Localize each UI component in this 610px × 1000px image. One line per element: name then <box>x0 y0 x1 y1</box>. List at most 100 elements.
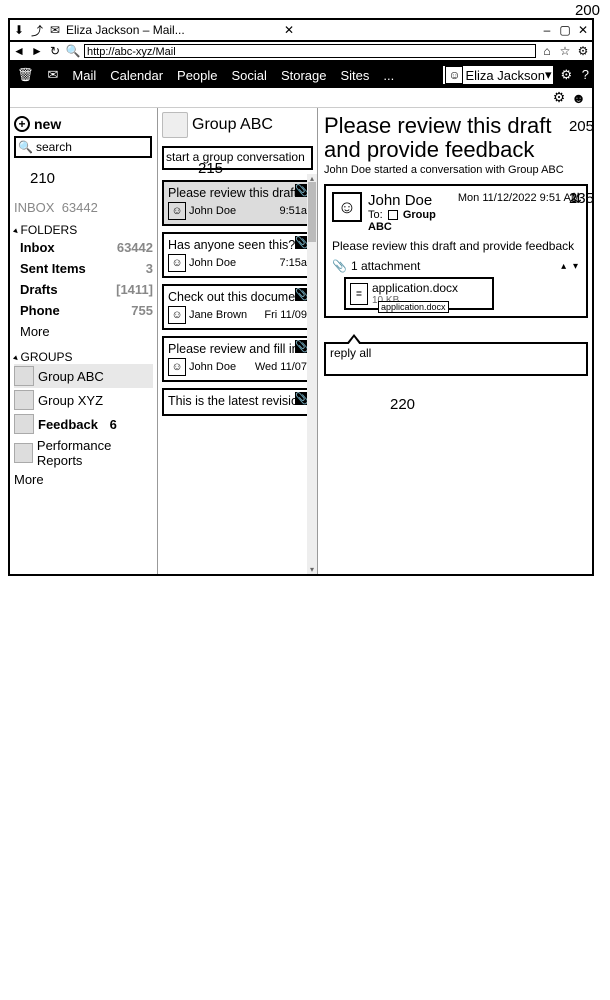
paperclip-icon: 📎 <box>332 259 347 273</box>
window-max-icon[interactable]: ▢ <box>556 23 574 37</box>
reading-pane: Please review this draft and provide fee… <box>318 108 592 574</box>
nav-storage[interactable]: Storage <box>274 68 334 83</box>
folder-sent-items[interactable]: Sent Items3 <box>14 258 153 279</box>
group-performance-reports[interactable]: Performance Reports <box>14 436 153 470</box>
message-title: Please review this draft and provide fee… <box>324 114 588 162</box>
avatar-icon: ☺ <box>168 254 186 272</box>
favorite-icon[interactable]: ☆ <box>556 44 574 58</box>
group-header: Group ABC <box>158 108 317 142</box>
attachment-nav-icon[interactable]: ▴ ▾ <box>561 261 580 272</box>
callout-205: 205 <box>569 118 594 135</box>
message-subject: Please review this draft and provide fee… <box>332 239 580 253</box>
callout-210: 210 <box>30 170 55 187</box>
thread-item[interactable]: 📎Has anyone seen this?☺John Doe7:15a <box>162 232 313 278</box>
group-group-abc[interactable]: Group ABC <box>14 364 153 388</box>
avatar-icon: ☺ <box>168 306 186 324</box>
group-thumb-icon <box>14 414 34 434</box>
nav-calendar[interactable]: Calendar <box>103 68 170 83</box>
user-menu-icon[interactable]: ▾ <box>545 67 552 83</box>
conversation-list: Group ABC start a group conversation 📎Pl… <box>158 108 318 574</box>
start-conversation-input[interactable]: start a group conversation <box>162 146 313 170</box>
browser-addressbar: ◄ ► ↻ 🔍 http://abc-xyz/Mail ⌂ ☆ ⚙ <box>10 42 592 62</box>
user-chip[interactable]: ☺ Eliza Jackson ▾ <box>441 64 555 86</box>
home-icon[interactable]: ⌂ <box>538 44 556 58</box>
new-button[interactable]: + new <box>14 116 153 132</box>
folder-phone[interactable]: Phone755 <box>14 300 153 321</box>
reply-all-input[interactable]: reply all <box>324 342 588 376</box>
nav-down-icon[interactable]: ⬇ <box>10 23 28 37</box>
emoji-icon[interactable]: ☻ <box>571 90 586 106</box>
scrollbar[interactable]: ▴▾ <box>307 174 317 574</box>
app-menu-icon[interactable]: 🗑 <box>10 67 41 83</box>
nav-sites[interactable]: Sites <box>333 68 376 83</box>
thread-item[interactable]: 📎This is the latest revision <box>162 388 313 416</box>
main-area: + new 🔍 search INBOX 63442 FOLDERS Inbox… <box>10 108 592 574</box>
message-card: ⇊ ☺ John Doe To: Group ABC Mon 11/12/202… <box>324 184 588 318</box>
nav-mail[interactable]: Mail <box>65 68 103 83</box>
group-title: Group ABC <box>192 116 273 134</box>
user-name: Eliza Jackson <box>465 68 544 83</box>
group-group-xyz[interactable]: Group XYZ <box>14 388 153 412</box>
nav-people[interactable]: People <box>170 68 224 83</box>
groups-header[interactable]: GROUPS <box>14 350 153 364</box>
forward-icon[interactable]: ► <box>28 44 46 58</box>
back-icon[interactable]: ◄ <box>10 44 28 58</box>
group-more[interactable]: More <box>14 470 153 489</box>
folder-inbox[interactable]: Inbox63442 <box>14 237 153 258</box>
sub-gear-icon[interactable]: ⚙ <box>553 89 566 106</box>
window-close-icon[interactable]: ✕ <box>574 23 592 37</box>
sub-toolbar: ⚙ ☻ <box>10 88 592 108</box>
group-checkbox[interactable] <box>388 210 398 220</box>
app-navbar: 🗑 ✉ Mail Calendar People Social Storage … <box>10 62 592 88</box>
attachment-count: 1 attachment <box>351 259 420 273</box>
folder-drafts[interactable]: Drafts[1411] <box>14 279 153 300</box>
nav-social[interactable]: Social <box>225 68 274 83</box>
addr-search-icon[interactable]: 🔍 <box>64 44 82 58</box>
callout-200: 200 <box>575 2 600 19</box>
group-thumb-icon <box>14 443 33 463</box>
avatar-icon: ☺ <box>168 358 186 376</box>
callout-220: 220 <box>390 396 415 413</box>
group-icon <box>162 112 188 138</box>
help-icon[interactable]: ? <box>579 67 592 82</box>
group-thumb-icon <box>14 366 34 386</box>
search-placeholder: search <box>36 140 72 154</box>
folder-more[interactable]: More <box>14 321 153 342</box>
tab-close-icon[interactable]: ✕ <box>280 23 298 37</box>
reload-icon[interactable]: ↻ <box>46 44 64 58</box>
gear-icon[interactable]: ⚙ <box>557 67 575 82</box>
search-input[interactable]: 🔍 search <box>14 136 152 158</box>
thread-item[interactable]: 📎Check out this document!☺Jane BrownFri … <box>162 284 313 330</box>
browser-window: ⬇ ⤴ ✉ Eliza Jackson – Mail... ✕ – ▢ ✕ ◄ … <box>8 18 594 576</box>
callout-235: 235 <box>569 190 594 207</box>
recipient-row: To: Group ABC <box>368 209 452 233</box>
browser-tab-title[interactable]: Eliza Jackson – Mail... <box>64 23 280 37</box>
url-field[interactable]: http://abc-xyz/Mail <box>84 44 536 58</box>
attachment-item[interactable]: ≣ application.docx 10 KB application.doc… <box>344 277 494 310</box>
sender-avatar-icon: ☺ <box>332 192 362 222</box>
new-label: new <box>34 116 61 132</box>
document-icon: ≣ <box>350 283 368 305</box>
thread-item[interactable]: 📎Please review this draft...☺John Doe9:5… <box>162 180 313 226</box>
message-date: Mon 11/12/2022 9:51 AM <box>458 192 580 233</box>
attachment-tooltip: application.docx <box>378 301 449 313</box>
sender-name: John Doe <box>368 192 452 209</box>
folders-header[interactable]: FOLDERS <box>14 223 153 237</box>
window-min-icon[interactable]: – <box>538 23 556 37</box>
group-feedback[interactable]: Feedback 6 <box>14 412 153 436</box>
plus-icon: + <box>14 116 30 132</box>
thread-item[interactable]: 📎Please review and fill in the...☺John D… <box>162 336 313 382</box>
browser-titlebar: ⬇ ⤴ ✉ Eliza Jackson – Mail... ✕ – ▢ ✕ <box>10 20 592 42</box>
inbox-header[interactable]: INBOX 63442 <box>14 200 153 215</box>
addr-gear-icon[interactable]: ⚙ <box>574 44 592 58</box>
user-avatar-icon: ☺ <box>445 66 463 84</box>
group-thumb-icon <box>14 390 34 410</box>
avatar-icon: ☺ <box>168 202 186 220</box>
reply-all-label: reply all <box>330 346 371 360</box>
upload-icon[interactable]: ⤴ <box>28 22 46 39</box>
nav-more[interactable]: ... <box>376 68 401 83</box>
attachment-name: application.docx <box>372 281 458 295</box>
nav-mail-icon[interactable]: ✉ <box>41 67 66 83</box>
message-subtitle: John Doe started a conversation with Gro… <box>324 164 588 176</box>
mail-tab-icon[interactable]: ✉ <box>46 23 64 37</box>
